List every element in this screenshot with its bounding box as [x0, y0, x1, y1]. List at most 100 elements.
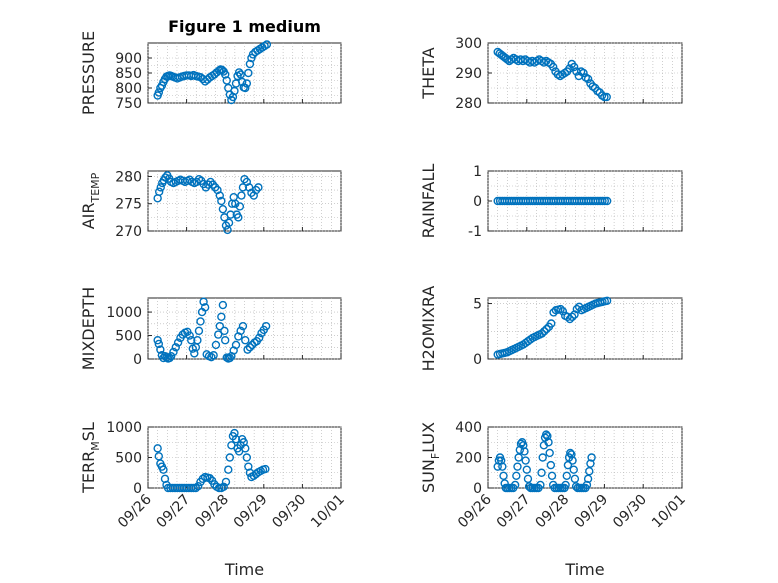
y-axis-label: TERRMSL	[79, 422, 102, 494]
data-point	[566, 448, 575, 458]
data-point	[230, 86, 239, 96]
x-tick-label: 09/30	[269, 492, 309, 532]
data-point	[218, 300, 228, 310]
data-point	[512, 471, 521, 480]
data-point	[565, 64, 574, 73]
y-axis-label-main: SUN	[419, 459, 438, 493]
data-point	[242, 79, 252, 88]
data-point	[169, 347, 178, 357]
data-point	[154, 339, 164, 349]
data-point	[199, 297, 208, 306]
y-axis-label: THETA	[419, 47, 438, 99]
data-point	[220, 336, 230, 345]
y-tick-label: 500	[115, 451, 142, 467]
data-point	[187, 336, 196, 345]
y-axis-label: PRESSURE	[79, 31, 98, 115]
data-point	[234, 68, 244, 77]
y-tick-label: 850	[115, 66, 142, 82]
y-tick-label: 500	[115, 329, 142, 345]
x-tick-label: 09/29	[571, 492, 611, 532]
data-point	[234, 213, 243, 222]
data-point	[254, 333, 264, 343]
data-point	[207, 352, 216, 362]
data-point	[583, 74, 593, 84]
data-point	[218, 204, 228, 214]
data-point	[238, 321, 248, 331]
data-point	[236, 70, 245, 79]
y-axis-label: H2OMIXRA	[419, 286, 438, 372]
data-point	[243, 345, 252, 354]
data-point	[519, 441, 528, 450]
data-point	[587, 453, 596, 462]
y-tick-label: 280	[115, 169, 142, 185]
y-tick-label: 750	[115, 96, 142, 112]
subplot-3: 270 275 280 AIRTEMP	[79, 169, 342, 240]
x-tick-label: 09/27	[154, 492, 194, 532]
data-point	[562, 471, 571, 480]
y-axis-label: SUNFLUX	[419, 422, 442, 493]
chart-title: Figure 1 medium	[168, 17, 321, 36]
y-tick-label: 200	[455, 451, 482, 467]
data-point	[498, 462, 507, 471]
data-point	[514, 453, 523, 462]
y-tick-label: 280	[455, 96, 482, 112]
data-point	[499, 471, 508, 480]
x-tick-label: 09/28	[192, 492, 232, 532]
data-point	[225, 353, 235, 363]
y-tick-label: 0	[473, 194, 482, 210]
data-point	[236, 326, 245, 336]
y-axis-label-subscript: F	[429, 453, 442, 459]
x-tick-label: 09/29	[231, 492, 271, 532]
y-tick-label: 270	[115, 224, 142, 240]
data-point	[185, 331, 194, 340]
data-point	[220, 326, 229, 336]
data-point	[254, 183, 263, 192]
y-axis-label-main: RAINFALL	[419, 164, 438, 239]
data-point	[542, 324, 551, 334]
y-tick-label: 0	[133, 352, 142, 368]
data-point	[214, 66, 224, 75]
data-point	[602, 296, 612, 305]
data-point	[579, 68, 588, 78]
data-point	[242, 453, 252, 462]
data-point	[166, 351, 176, 361]
data-point	[196, 317, 205, 326]
data-point	[602, 92, 611, 102]
x-tick-label: 09/28	[533, 492, 573, 532]
data-point	[547, 319, 556, 328]
data-point	[513, 462, 522, 471]
x-tick-label: 09/30	[610, 492, 650, 532]
data-point	[241, 336, 250, 345]
data-point	[241, 444, 250, 453]
data-point	[231, 340, 241, 350]
data-point	[570, 474, 580, 484]
y-tick-label: 400	[455, 420, 482, 436]
y-axis-label-suffix: SL	[79, 422, 98, 441]
data-point	[211, 340, 221, 350]
data-point	[154, 88, 164, 97]
data-point	[231, 435, 241, 444]
data-point	[261, 321, 271, 331]
data-point	[215, 191, 224, 200]
data-point	[219, 482, 228, 491]
data-point	[214, 330, 223, 339]
data-point	[224, 218, 234, 228]
data-point	[600, 196, 609, 206]
data-point	[221, 477, 231, 487]
data-point	[510, 480, 520, 490]
data-point	[521, 456, 530, 465]
data-point	[217, 196, 226, 206]
y-axis-label-subscript: TEMP	[89, 172, 102, 203]
data-point	[200, 303, 210, 312]
data-point	[556, 304, 565, 314]
data-point	[548, 62, 558, 72]
data-point	[209, 351, 218, 360]
data-point	[600, 92, 609, 102]
x-tick-label: 09/26	[455, 491, 495, 531]
data-point	[565, 314, 575, 324]
data-point	[226, 210, 235, 219]
data-point	[602, 196, 612, 206]
x-tick-label: 09/26	[115, 491, 155, 531]
